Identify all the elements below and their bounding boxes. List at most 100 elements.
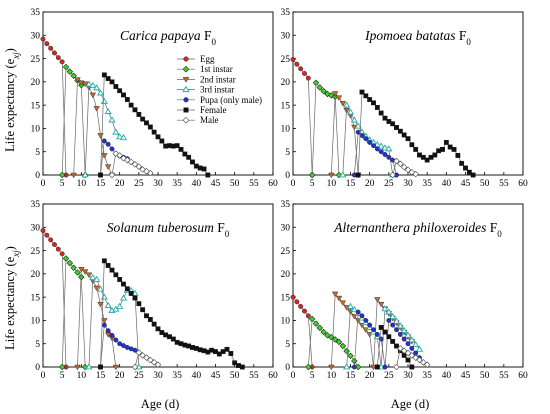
data-point — [131, 289, 139, 296]
data-point — [305, 75, 311, 81]
data-point — [62, 63, 70, 71]
y-tick-label: 30 — [281, 31, 291, 41]
data-point — [151, 321, 157, 327]
x-tick-label: 20 — [365, 179, 375, 189]
data-point — [101, 138, 107, 144]
data-point — [367, 97, 373, 102]
data-point — [150, 359, 158, 366]
data-point — [59, 59, 65, 65]
series-3rd-instar — [339, 101, 397, 178]
x-tick-label: 45 — [461, 371, 471, 381]
x-tick-label: 0 — [41, 371, 46, 381]
data-point — [151, 129, 157, 135]
data-point — [374, 364, 380, 370]
data-point — [81, 81, 89, 88]
x-tick-label: 30 — [403, 371, 413, 381]
data-point — [117, 341, 123, 347]
data-point — [359, 89, 365, 95]
x-tick-label: 15 — [346, 179, 356, 189]
data-point — [343, 101, 351, 108]
y-tick-label: 5 — [285, 340, 290, 350]
x-tick-label: 25 — [134, 371, 144, 381]
x-tick-label: 0 — [41, 179, 46, 189]
x-tick-label: 55 — [249, 371, 259, 381]
data-point — [308, 171, 316, 179]
x-tick-label: 25 — [134, 179, 144, 189]
data-point — [139, 166, 146, 173]
series-egg — [40, 36, 69, 178]
y-tick-label: 20 — [31, 78, 41, 88]
x-axis-label-left: Age (d) — [141, 397, 180, 411]
data-point — [459, 160, 465, 166]
data-point — [412, 170, 419, 178]
x-tick-label: 40 — [442, 371, 452, 381]
data-point — [109, 267, 115, 273]
data-point — [232, 360, 238, 366]
series-female — [355, 89, 476, 178]
data-point — [404, 166, 412, 174]
series-3rd-instar — [85, 273, 143, 370]
data-point — [343, 347, 350, 355]
data-point — [40, 228, 46, 233]
data-point — [405, 136, 411, 142]
x-tick-label: 40 — [442, 179, 452, 189]
data-point — [359, 313, 365, 319]
series-1st-instar — [308, 79, 343, 179]
data-point — [405, 341, 411, 347]
data-point — [354, 122, 362, 129]
y-tick-label: 5 — [35, 340, 40, 350]
data-point — [381, 144, 389, 151]
x-tick-label: 0 — [291, 179, 296, 189]
data-point — [155, 134, 161, 140]
data-point — [113, 337, 119, 343]
data-point — [108, 171, 116, 179]
data-point — [363, 317, 369, 323]
data-point — [96, 89, 105, 96]
data-point — [117, 277, 123, 282]
data-point — [135, 163, 143, 170]
data-point — [93, 84, 101, 91]
legend-marker — [182, 85, 190, 93]
legend-marker — [182, 65, 190, 73]
data-point — [155, 326, 161, 332]
chart-panel-1: 0 5 10 15 20 25 30 35 0 5 10 15 20 25 30 35 40 45 50 55 60 Ca… — [31, 8, 279, 189]
data-point — [70, 264, 77, 272]
data-point — [305, 313, 311, 319]
data-point — [367, 322, 373, 328]
data-point — [371, 327, 376, 333]
legend-item: Egg — [177, 54, 215, 64]
legend-marker — [183, 56, 189, 62]
data-point — [343, 363, 351, 370]
x-tick-label: 40 — [192, 179, 202, 189]
data-point — [440, 146, 445, 152]
legend-item: 2nd instar — [177, 74, 236, 84]
y-tick-label: 35 — [31, 200, 41, 210]
x-tick-label: 15 — [346, 371, 356, 381]
data-point — [378, 149, 384, 155]
data-point — [400, 326, 408, 334]
data-point — [328, 364, 335, 371]
series-male — [108, 150, 154, 179]
x-tick-label: 20 — [115, 371, 125, 381]
chart-title: Solanum tuberosum F0 — [107, 220, 230, 239]
x-tick-label: 35 — [422, 179, 432, 189]
data-point — [147, 169, 154, 177]
data-point — [377, 142, 385, 149]
data-point — [124, 97, 130, 102]
data-point — [394, 125, 399, 130]
data-point — [405, 357, 411, 363]
series-2nd-instar — [70, 77, 116, 179]
data-point — [412, 340, 420, 348]
x-tick-label: 55 — [499, 371, 509, 381]
chart-panel-2: 0 5 10 15 20 25 30 35 0 5 10 15 20 25 30 35 40 45 50 55 60 Ip… — [281, 8, 529, 189]
data-point — [390, 322, 396, 328]
data-point — [85, 80, 93, 87]
data-point — [70, 72, 77, 80]
data-point — [66, 259, 74, 267]
y-tick-label: 5 — [285, 148, 290, 158]
data-point — [174, 143, 180, 149]
x-tick-label: 25 — [384, 179, 394, 189]
series-1st-instar — [305, 315, 362, 371]
y-axis-label-bottom: Life expectancy (exj) — [3, 246, 21, 350]
